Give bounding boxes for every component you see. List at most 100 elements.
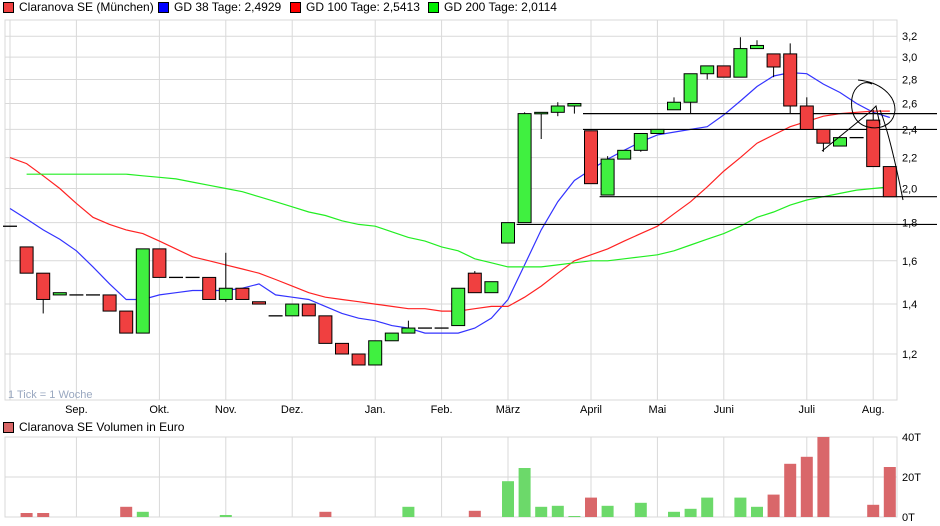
legend-swatch-volume (3, 421, 14, 433)
volume-bar (767, 494, 780, 517)
volume-y-tick-label: 40T (902, 432, 921, 444)
candle (285, 303, 300, 317)
gd38-line (9, 71, 890, 334)
volume-bar (319, 511, 332, 517)
candle (650, 128, 665, 134)
candle (584, 130, 598, 185)
y-tick-label: 1,2 (902, 349, 917, 361)
gd200-line (26, 173, 890, 268)
candle (301, 303, 316, 317)
x-tick-label: Aug. (862, 404, 885, 416)
candle (783, 53, 798, 107)
candle (866, 119, 881, 168)
candle (102, 294, 117, 312)
candle (534, 111, 549, 115)
volume-bar (568, 516, 581, 517)
candle (716, 65, 731, 78)
volume-bar (701, 497, 714, 517)
volume-bar (585, 497, 597, 517)
x-tick-label: Jan. (365, 404, 386, 416)
x-tick-label: Dez. (281, 404, 304, 416)
candle (550, 105, 565, 113)
candle (384, 332, 399, 342)
volume-bar (37, 513, 50, 517)
candle (501, 222, 515, 244)
volume-bar (219, 515, 232, 517)
candle (633, 132, 648, 151)
candle (351, 353, 366, 366)
legend-gd38: GD 38 Tage: 2,4929 (158, 0, 281, 14)
x-tick-label: Mai (649, 404, 667, 416)
candle (368, 340, 383, 366)
candle (750, 44, 764, 50)
candle (202, 276, 217, 300)
y-tick-label: 2,0 (902, 183, 917, 195)
legend-label-gd200: GD 200 Tage: 2,0114 (444, 0, 557, 14)
x-tick-label: Juli (799, 404, 816, 416)
candle (235, 287, 250, 300)
legend-label-gd100: GD 100 Tage: 2,5413 (306, 0, 420, 14)
candle (152, 248, 167, 278)
x-tick-label: Sep. (65, 404, 88, 416)
y-tick-label: 1,6 (902, 256, 917, 268)
y-tick-label: 3,0 (902, 52, 917, 64)
candle (252, 301, 266, 305)
x-tick-label: Nov. (215, 404, 237, 416)
candle (816, 128, 831, 144)
candle (882, 166, 897, 198)
y-tick-label: 2,8 (902, 74, 917, 86)
x-tick-label: Feb. (431, 404, 453, 416)
y-tick-label: 1,8 (902, 218, 917, 230)
volume-y-tick-label: 20T (902, 472, 921, 484)
candle (600, 158, 615, 196)
candle (119, 310, 134, 334)
volume-bar (784, 463, 797, 517)
candle (484, 281, 499, 294)
candle (833, 137, 847, 147)
candle (617, 149, 632, 160)
volume-bar (535, 506, 548, 517)
legend-gd200: GD 200 Tage: 2,0114 (428, 0, 557, 14)
candle (700, 65, 715, 75)
volume-bar (734, 497, 747, 517)
volume-y-tick-label: 0T (902, 512, 915, 524)
legend-swatch-gd38 (158, 1, 169, 13)
tick-note: 1 Tick = 1 Woche (8, 389, 92, 401)
x-tick-label: April (580, 404, 602, 416)
y-tick-label: 1,4 (902, 299, 917, 311)
volume-bar (601, 505, 614, 517)
gd100-line (9, 110, 890, 312)
y-tick-label: 2,6 (902, 98, 917, 110)
candle (318, 315, 333, 344)
x-tick-label: Juni (714, 404, 734, 416)
volume-bar (518, 468, 531, 517)
candle (135, 248, 150, 334)
legend-swatch-gd100 (290, 1, 301, 13)
candle (19, 246, 34, 274)
y-tick-label: 3,2 (902, 31, 917, 43)
volume-bar (867, 504, 880, 517)
candle (36, 272, 51, 300)
volume-bar (468, 510, 481, 517)
volume-bar (634, 502, 647, 517)
volume-bar (883, 467, 896, 517)
candle (683, 73, 698, 103)
legend-swatch-price (3, 1, 14, 13)
candle (52, 292, 67, 296)
legend-label-price: Claranova SE (München) (19, 0, 154, 14)
candle (799, 105, 814, 130)
candle (567, 102, 582, 107)
legend-swatch-gd200 (428, 1, 439, 13)
candle (451, 287, 466, 327)
y-tick-label: 2,4 (902, 124, 917, 136)
candle (335, 342, 349, 355)
candle (517, 113, 532, 224)
volume-bar (668, 511, 680, 517)
volume-bar (20, 513, 33, 517)
volume-bar (800, 456, 813, 517)
y-tick-label: 2,2 (902, 153, 917, 165)
volume-bar (502, 481, 514, 517)
volume-bar (551, 505, 564, 517)
